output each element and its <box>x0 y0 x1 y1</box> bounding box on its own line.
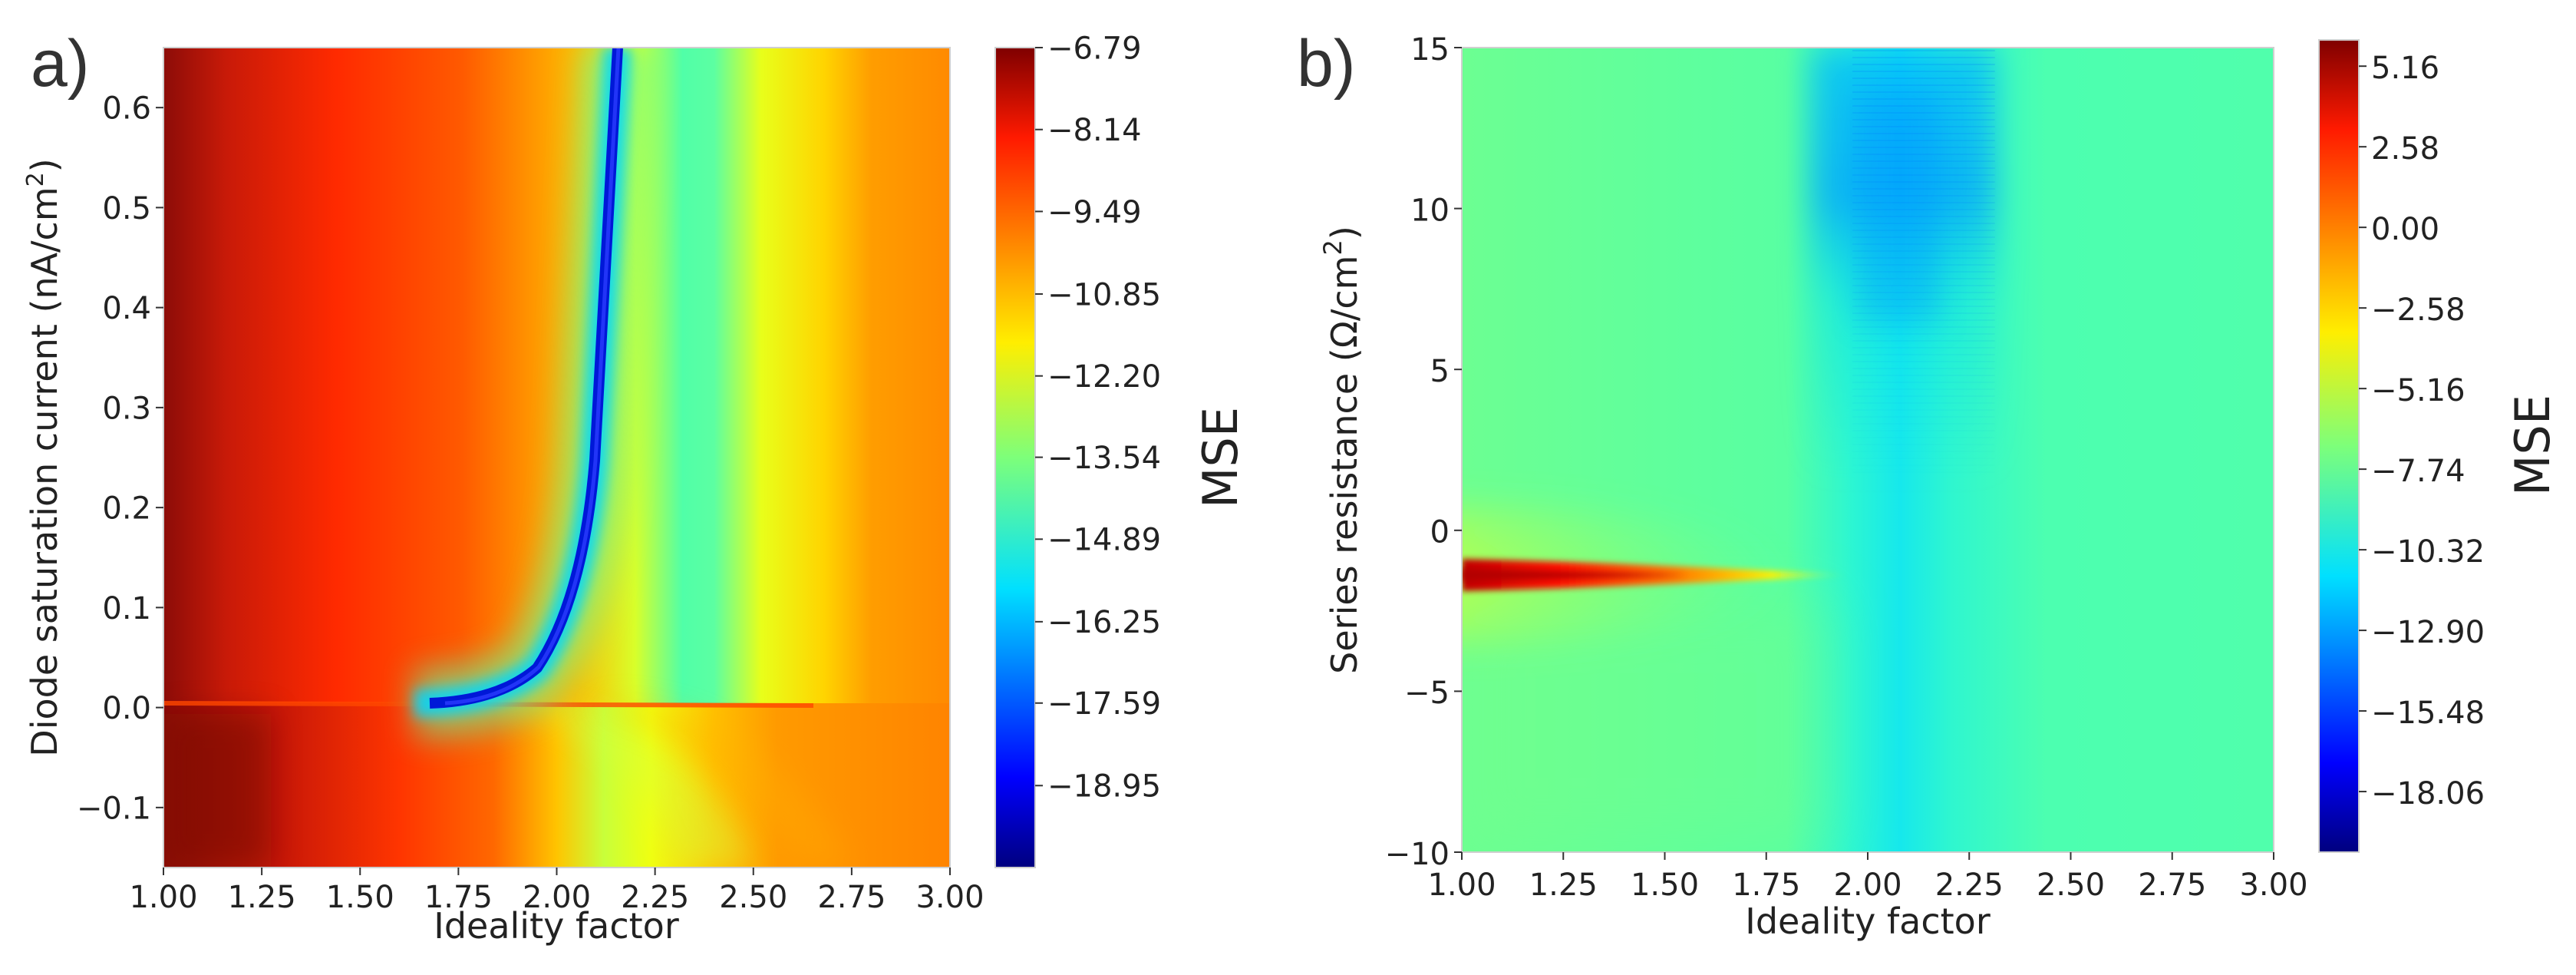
panel-b-y-ticks: −10 −5 0 5 10 15 <box>1385 32 1462 872</box>
panel-a: a) 1.00 1.25 1.50 1.75 2.00 2.25 2.50 2.75 3.00 … <box>22 27 1248 947</box>
colorbar-tick-label: −10.32 <box>2371 534 2485 570</box>
panel-b-x-ticks: 1.00 1.25 1.50 1.75 2.00 2.25 2.50 2.75 3.00 <box>1427 852 2308 903</box>
colorbar-tick-label: −12.20 <box>1047 359 1161 395</box>
panel-b-y-axis-label-sup: 2 <box>1318 240 1347 255</box>
panel-a-colorbar <box>994 47 1036 868</box>
x-tick-label: 1.00 <box>129 880 197 915</box>
panel-a-y-axis-label-sup: 2 <box>22 172 49 187</box>
y-tick-label: 0.0 <box>102 691 151 726</box>
y-tick-label: 0.4 <box>102 291 151 326</box>
panel-a-y-ticks: −0.1 0.0 0.1 0.2 0.3 0.4 0.5 0.6 <box>77 91 163 826</box>
panel-a-heatmap <box>163 48 950 868</box>
panel-b-y-axis-label-tail: ) <box>1324 226 1365 240</box>
x-tick-label: 3.00 <box>2239 868 2307 903</box>
panel-b-y-axis-label: Series resistance (Ω/cm2) <box>1318 226 1365 674</box>
colorbar-tick-label: −14.89 <box>1047 523 1161 558</box>
panel-a-y-axis-label-tail: ) <box>24 158 65 172</box>
x-tick-label: 2.50 <box>719 880 787 915</box>
colorbar-tick-label: −2.58 <box>2371 292 2466 328</box>
x-tick-label: 2.25 <box>621 880 689 915</box>
colorbar-tick-label: −8.14 <box>1047 113 1142 148</box>
panel-a-colorbar-label: MSE <box>1192 407 1248 508</box>
panel-b: b) 1.00 1.25 1.50 1.75 2.00 2.25 2.50 2.75 3.00 … <box>1297 27 2561 942</box>
y-tick-label: −10 <box>1385 837 1450 872</box>
x-tick-label: 2.00 <box>523 880 591 915</box>
y-tick-label: 0.1 <box>102 591 151 626</box>
colorbar-tick-label: 5.16 <box>2371 51 2439 86</box>
panel-b-x-axis-label: Ideality factor <box>1745 901 1991 942</box>
panel-b-label: b) <box>1297 27 1355 101</box>
x-tick-label: 3.00 <box>915 880 984 915</box>
x-tick-label: 1.75 <box>424 880 493 915</box>
panel-a-label: a) <box>31 27 89 101</box>
colorbar-tick-label: −17.59 <box>1047 686 1161 722</box>
y-tick-label: −0.1 <box>77 791 151 826</box>
colorbar-tick-label: −12.90 <box>2371 615 2485 650</box>
panel-a-x-axis-label: Ideality factor <box>434 905 679 947</box>
x-tick-label: 2.00 <box>1833 868 1901 903</box>
panel-b-colorbar-label: MSE <box>2505 395 2561 496</box>
colorbar-tick-label: −18.06 <box>2371 776 2485 811</box>
panel-a-colorbar-ticks: −6.79 −8.14 −9.49 −10.85 −12.20 −13.54 −14.89 −… <box>1035 31 1161 805</box>
panel-b-colorbar <box>2318 39 2360 853</box>
x-tick-label: 1.00 <box>1427 868 1496 903</box>
panel-b-striations <box>1852 50 1995 383</box>
panel-a-y-axis-label-main: Diode saturation current (nA/cm <box>24 187 65 756</box>
colorbar-tick-label: −18.95 <box>1047 769 1161 805</box>
colorbar-tick-label: −9.49 <box>1047 195 1142 230</box>
x-tick-label: 1.50 <box>326 880 394 915</box>
x-tick-label: 2.25 <box>1935 868 2004 903</box>
x-tick-label: 1.50 <box>1631 868 1699 903</box>
colorbar-tick-label: −15.48 <box>2371 696 2485 731</box>
panel-a-y-axis-label: Diode saturation current (nA/cm2) <box>22 158 65 756</box>
y-tick-label: 15 <box>1410 32 1450 68</box>
panel-b-heatmap <box>1462 48 2274 852</box>
colorbar-tick-label: −13.54 <box>1047 441 1161 476</box>
y-tick-label: −5 <box>1404 676 1450 711</box>
colorbar-tick-label: 2.58 <box>2371 131 2439 167</box>
x-tick-label: 1.75 <box>1732 868 1800 903</box>
y-tick-label: 0.5 <box>102 191 151 226</box>
y-tick-label: 0 <box>1430 515 1450 550</box>
x-tick-label: 1.25 <box>1529 868 1598 903</box>
panel-b-colorbar-ticks: 5.16 2.58 0.00 −2.58 −5.16 −7.74 −10.32 −12.90 −… <box>2359 51 2485 811</box>
y-tick-label: 5 <box>1430 354 1450 389</box>
y-tick-label: 10 <box>1410 193 1450 228</box>
panel-b-y-axis-label-main: Series resistance (Ω/cm <box>1324 256 1365 674</box>
x-tick-label: 2.75 <box>2138 868 2206 903</box>
y-tick-label: 0.3 <box>102 391 151 426</box>
colorbar-tick-label: 0.00 <box>2371 212 2439 247</box>
colorbar-tick-label: −7.74 <box>2371 454 2466 489</box>
x-tick-label: 1.25 <box>228 880 296 915</box>
x-tick-label: 2.75 <box>817 880 886 915</box>
y-tick-label: 0.6 <box>102 91 151 127</box>
colorbar-tick-label: −10.85 <box>1047 277 1161 312</box>
colorbar-tick-label: −6.79 <box>1047 31 1142 66</box>
colorbar-tick-label: −16.25 <box>1047 605 1161 640</box>
x-tick-label: 2.50 <box>2037 868 2105 903</box>
colorbar-tick-label: −5.16 <box>2371 373 2466 408</box>
y-tick-label: 0.2 <box>102 491 151 527</box>
panel-a-x-ticks: 1.00 1.25 1.50 1.75 2.00 2.25 2.50 2.75 3.00 <box>129 868 985 915</box>
